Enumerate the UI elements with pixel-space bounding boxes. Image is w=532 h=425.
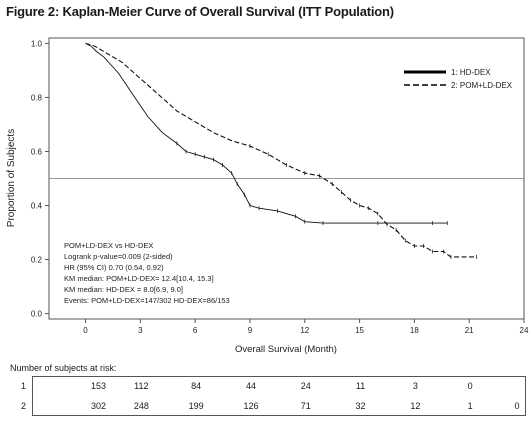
- risk-count: 199: [188, 401, 204, 411]
- legend-label-hd-dex: 1: HD-DEX: [451, 68, 491, 77]
- annotation-line: Events: POM+LD-DEX=147/302 HD-DEX=86/153: [64, 296, 230, 305]
- y-tick-label: 0.2: [31, 256, 43, 265]
- risk-count: 153: [91, 381, 107, 391]
- y-axis-label: Proportion of Subjects: [6, 129, 17, 227]
- y-tick-label: 0.6: [31, 147, 43, 156]
- x-axis-label: Overall Survival (Month): [235, 344, 337, 355]
- legend: 1: HD-DEX 2: POM+LD-DEX: [404, 68, 513, 90]
- risk-row-label: 1: [21, 381, 27, 391]
- annotation-line: KM median: HD-DEX = 8.0[6.9, 9.0]: [64, 285, 183, 294]
- x-tick-label: 6: [193, 326, 198, 335]
- risk-count: 0: [467, 381, 473, 391]
- risk-count: 112: [134, 381, 149, 391]
- y-tick-label: 0.0: [31, 310, 43, 319]
- x-tick-label: 12: [300, 326, 309, 335]
- risk-count: 248: [133, 401, 149, 411]
- risk-count: 12: [410, 401, 421, 411]
- y-tick-label: 1.0: [31, 39, 43, 48]
- risk-count: 44: [245, 381, 256, 391]
- risk-count: 3: [412, 381, 418, 391]
- x-axis: 0 3 6 9 12 15 18 21 24: [83, 319, 529, 335]
- annotation-line: POM+LD-DEX vs HD-DEX: [64, 241, 153, 250]
- x-tick-label: 3: [138, 326, 143, 335]
- series-line-hd-dex: [85, 42, 448, 224]
- annotation-line: Logrank p-value=0.009 (2-sided): [64, 252, 173, 261]
- x-tick-label: 21: [465, 326, 474, 335]
- risk-count: 32: [355, 401, 366, 411]
- x-tick-label: 9: [248, 326, 253, 335]
- y-axis: 0.0 0.2 0.4 0.6 0.8 1.0: [31, 39, 49, 319]
- statistics-annotation: POM+LD-DEX vs HD-DEX Logrank p-value=0.0…: [64, 241, 230, 305]
- risk-count: 0: [514, 401, 520, 411]
- risk-table: 1 153 112 84 44 24 11 3 0 2 302 248 199 126 71 32 12 1 0: [21, 376, 526, 416]
- risk-count: 84: [191, 381, 202, 391]
- survival-curves: [85, 42, 477, 259]
- km-chart: 0.0 0.2 0.4 0.6 0.8 1.0 0 3 6 9 12 15 18 21 24 Propor…: [6, 37, 529, 355]
- x-tick-label: 0: [83, 326, 88, 335]
- x-tick-label: 18: [410, 326, 419, 335]
- risk-count: 24: [300, 381, 311, 391]
- figure-title: Figure 2: Kaplan-Meier Curve of Overall …: [6, 4, 394, 19]
- annotation-line: KM median: POM+LD-DEX= 12.4[10.4, 15.3]: [64, 274, 214, 283]
- risk-count: 126: [243, 401, 259, 411]
- legend-label-pom-ld-dex: 2: POM+LD-DEX: [451, 81, 513, 90]
- x-tick-label: 15: [355, 326, 364, 335]
- series-line-pom-ld-dex: [85, 42, 477, 258]
- x-tick-label: 24: [520, 326, 529, 335]
- risk-count: 71: [300, 401, 311, 411]
- y-tick-label: 0.4: [31, 202, 43, 211]
- risk-count: 11: [355, 381, 366, 391]
- annotation-line: HR (95% CI) 0.70 (0.54, 0.92): [64, 263, 164, 272]
- risk-label-divider: [33, 377, 34, 415]
- risk-count: 1: [467, 401, 473, 411]
- risk-table-header: Number of subjects at risk:: [10, 363, 117, 373]
- risk-row-label: 2: [21, 401, 27, 411]
- y-tick-label: 0.8: [31, 93, 43, 102]
- risk-count: 302: [91, 401, 107, 411]
